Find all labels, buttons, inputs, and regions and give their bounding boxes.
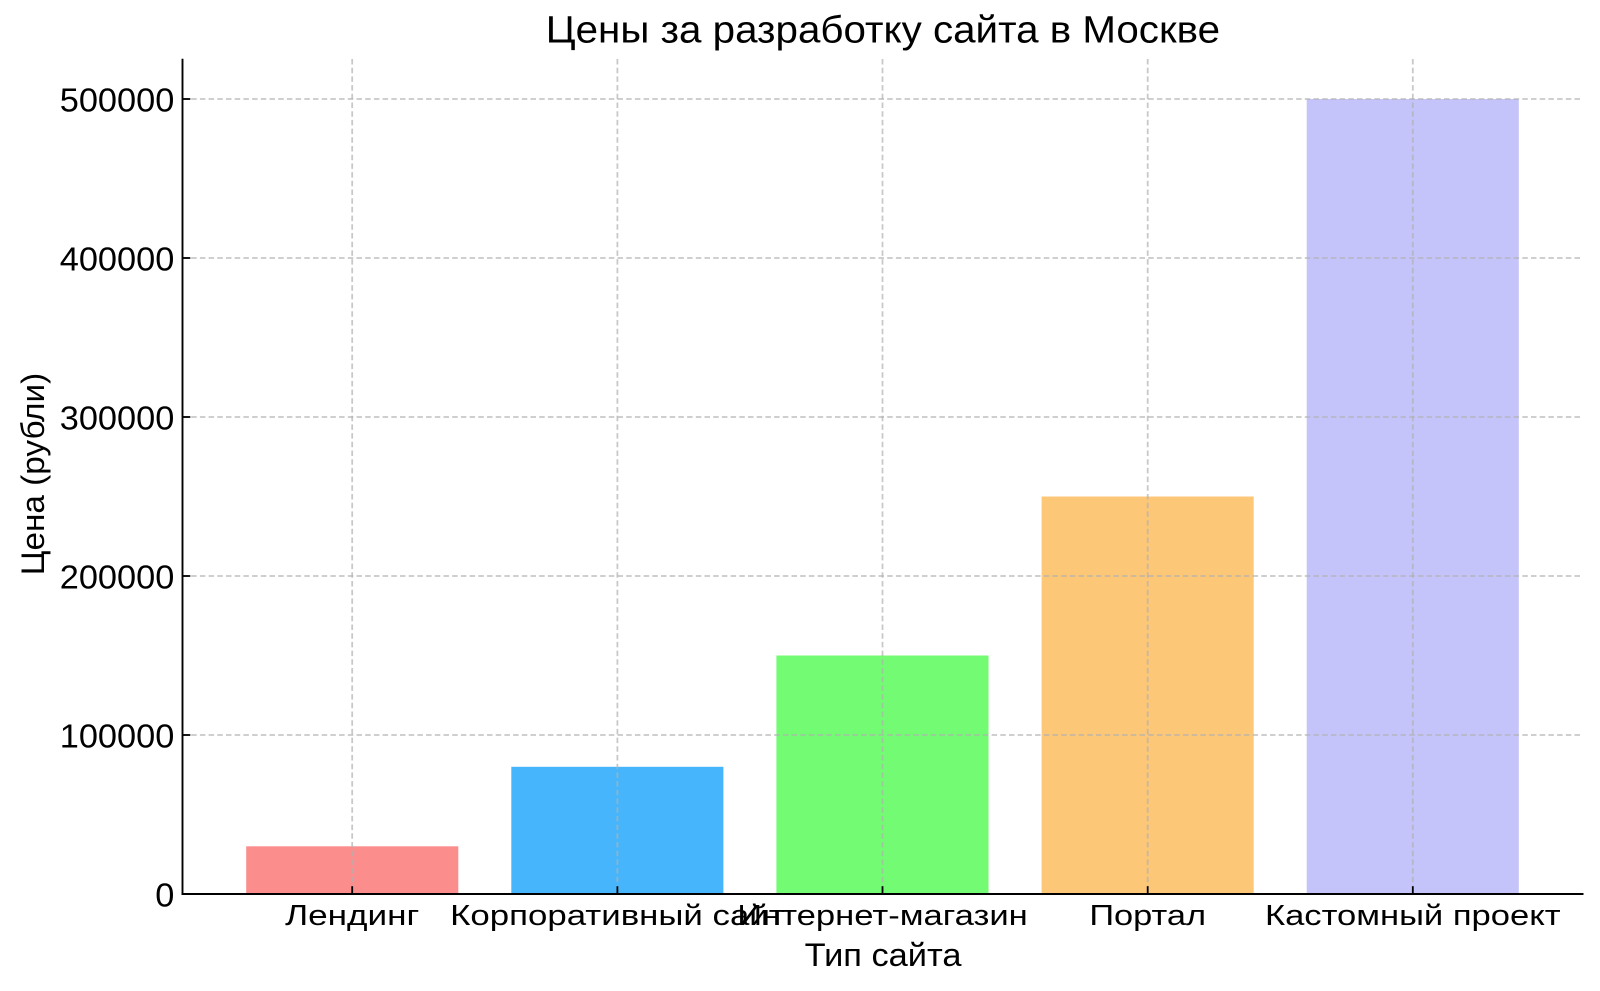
svg-text:Тип сайта: Тип сайта [805,938,962,974]
svg-text:400000: 400000 [60,242,175,278]
svg-text:500000: 500000 [60,83,175,119]
svg-text:Портал: Портал [1089,900,1206,931]
svg-text:300000: 300000 [60,401,175,437]
svg-text:Корпоративный сайт: Корпоративный сайт [450,899,785,931]
svg-text:Цены за разработку сайта в Мос: Цены за разработку сайта в Москве [546,10,1220,52]
svg-text:200000: 200000 [60,560,175,596]
svg-text:Интернет-магазин: Интернет-магазин [737,899,1028,931]
svg-text:Лендинг: Лендинг [285,899,419,931]
svg-text:Кастомный проект: Кастомный проект [1265,899,1561,931]
svg-text:0: 0 [155,878,174,914]
svg-text:100000: 100000 [60,719,175,755]
svg-text:Цена (рубли): Цена (рубли) [14,373,50,575]
